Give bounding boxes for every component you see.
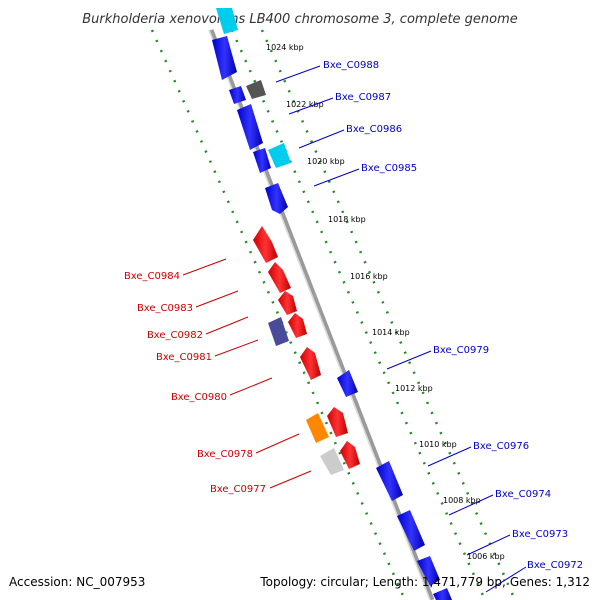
tick-label: 1014 kbp [372, 328, 410, 337]
gene-label[interactable]: Bxe_C0985 [361, 163, 417, 174]
map-title: Burkholderia xenovorans LB400 chromosome… [82, 12, 518, 27]
gene-label[interactable]: Bxe_C0984 [124, 271, 180, 282]
gene-label[interactable]: Bxe_C0982 [147, 330, 203, 341]
gene-label[interactable]: Bxe_C0988 [323, 60, 379, 71]
gene-label[interactable]: Bxe_C0981 [156, 352, 212, 363]
gene-label[interactable]: Bxe_C0986 [346, 124, 402, 135]
gene-label[interactable]: Bxe_C0979 [433, 345, 489, 356]
gene-label[interactable]: Bxe_C0972 [527, 560, 583, 571]
tick-label: 1006 kbp [467, 552, 505, 561]
gene-label[interactable]: Bxe_C0977 [210, 484, 266, 495]
tick-labels: 1024 kbp 1022 kbp 1020 kbp 1018 kbp 1016… [266, 43, 505, 561]
tick-label: 1012 kbp [395, 384, 433, 393]
tick-label: 1010 kbp [419, 440, 457, 449]
reverse-gene-labels: Bxe_C0984 Bxe_C0983 Bxe_C0982 Bxe_C0981 … [124, 271, 266, 495]
gene-label[interactable]: Bxe_C0978 [197, 449, 253, 460]
gene-label[interactable]: Bxe_C0983 [137, 303, 193, 314]
tick-label: 1020 kbp [307, 157, 345, 166]
forward-inner-track [260, 29, 517, 600]
tick-label: 1024 kbp [266, 43, 304, 52]
tick-label: 1018 kbp [328, 215, 366, 224]
reverse-leader-lines [182, 258, 312, 489]
forward-gene-labels: Bxe_C0988 Bxe_C0987 Bxe_C0986 Bxe_C0985 … [323, 60, 583, 571]
reverse-genes [253, 226, 360, 475]
gene-label[interactable]: Bxe_C0980 [171, 392, 227, 403]
topology-text: Topology: circular; Length: 1,471,779 bp… [259, 575, 590, 589]
gene-label[interactable]: Bxe_C0976 [473, 441, 529, 452]
tick-label: 1016 kbp [350, 272, 388, 281]
gene-label[interactable]: Bxe_C0974 [495, 489, 551, 500]
reverse-inner-track [230, 29, 487, 600]
tick-label: 1022 kbp [286, 100, 324, 109]
forward-genes [212, 8, 452, 600]
tick-label: 1008 kbp [443, 496, 481, 505]
gene-label[interactable]: Bxe_C0973 [512, 529, 568, 540]
forward-leader-lines [275, 65, 527, 593]
gene-label[interactable]: Bxe_C0987 [335, 92, 391, 103]
reverse-outer-track [150, 29, 407, 600]
accession-text: Accession: NC_007953 [9, 575, 145, 589]
